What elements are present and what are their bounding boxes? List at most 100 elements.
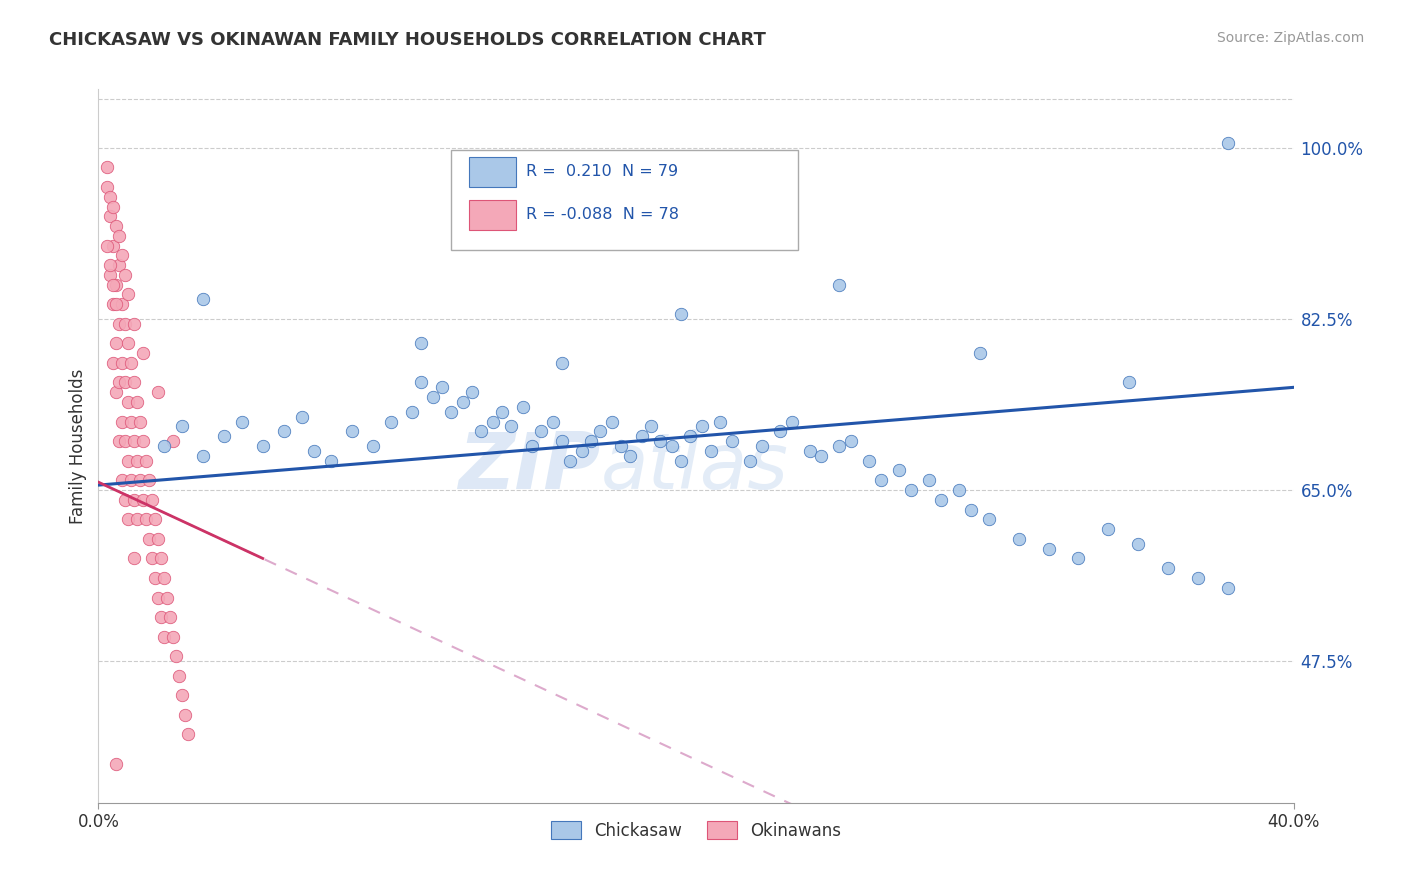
Point — [858, 453, 880, 467]
Point — [571, 443, 593, 458]
Text: R =  0.210  N = 79: R = 0.210 N = 79 — [526, 164, 678, 179]
Point — [103, 238, 125, 252]
Point — [117, 512, 139, 526]
Text: R = -0.088  N = 78: R = -0.088 N = 78 — [526, 207, 679, 222]
Point — [1038, 541, 1060, 556]
Point — [401, 405, 423, 419]
Point — [520, 439, 543, 453]
Point — [799, 443, 821, 458]
Point — [174, 707, 197, 722]
Point — [135, 453, 157, 467]
Point — [105, 336, 128, 351]
Point — [1067, 551, 1090, 566]
Point — [411, 376, 433, 390]
Point — [918, 473, 941, 487]
Point — [1187, 571, 1209, 585]
Point — [610, 439, 633, 453]
Point — [969, 346, 991, 360]
Point — [129, 415, 152, 429]
Point — [105, 297, 128, 311]
Point — [461, 385, 484, 400]
Point — [291, 409, 314, 424]
Point — [669, 453, 692, 467]
Point — [977, 512, 1000, 526]
Point — [948, 483, 970, 497]
Point — [541, 415, 564, 429]
Point — [148, 532, 170, 546]
Point — [828, 277, 851, 292]
Point — [721, 434, 744, 449]
Point — [172, 688, 194, 702]
Point — [98, 209, 122, 223]
Point — [117, 287, 139, 301]
Point — [105, 756, 128, 771]
Point — [124, 376, 146, 390]
Text: ZIP: ZIP — [458, 429, 600, 506]
Point — [153, 571, 176, 585]
Point — [640, 419, 662, 434]
Y-axis label: Family Households: Family Households — [69, 368, 87, 524]
Point — [411, 336, 433, 351]
Point — [430, 380, 453, 394]
Point — [124, 551, 146, 566]
Point — [321, 453, 343, 467]
Point — [1216, 136, 1239, 150]
Point — [96, 238, 118, 252]
Point — [103, 200, 125, 214]
Point — [114, 317, 136, 331]
Point — [141, 551, 163, 566]
Point — [143, 512, 166, 526]
Point — [96, 180, 118, 194]
Point — [114, 376, 136, 390]
Point — [1157, 561, 1180, 575]
Point — [103, 356, 125, 370]
Point — [669, 307, 692, 321]
Point — [828, 439, 851, 453]
Point — [124, 317, 146, 331]
Point — [482, 415, 505, 429]
Point — [273, 425, 295, 439]
Point — [619, 449, 641, 463]
Point — [162, 434, 184, 449]
Point — [212, 429, 235, 443]
Point — [129, 473, 152, 487]
Point — [132, 434, 155, 449]
Point — [117, 395, 139, 409]
Point — [451, 395, 474, 409]
Point — [231, 415, 253, 429]
Point — [550, 434, 572, 449]
Text: CHICKASAW VS OKINAWAN FAMILY HOUSEHOLDS CORRELATION CHART: CHICKASAW VS OKINAWAN FAMILY HOUSEHOLDS … — [49, 31, 766, 49]
Legend: Chickasaw, Okinawans: Chickasaw, Okinawans — [543, 814, 849, 848]
FancyBboxPatch shape — [470, 200, 516, 230]
Point — [550, 356, 572, 370]
Point — [124, 492, 146, 507]
Point — [165, 649, 187, 664]
Point — [98, 268, 122, 282]
Point — [499, 419, 522, 434]
Point — [114, 434, 136, 449]
Point — [491, 405, 513, 419]
Point — [143, 571, 166, 585]
Point — [1008, 532, 1031, 546]
Point — [117, 453, 139, 467]
Point — [120, 415, 142, 429]
Point — [1118, 376, 1140, 390]
Point — [162, 630, 184, 644]
Point — [751, 439, 773, 453]
Point — [114, 492, 136, 507]
Point — [738, 453, 761, 467]
Point — [167, 669, 190, 683]
Point — [117, 336, 139, 351]
Point — [127, 453, 149, 467]
Point — [138, 473, 160, 487]
Point — [631, 429, 654, 443]
Point — [191, 449, 214, 463]
Point — [661, 439, 683, 453]
Point — [127, 512, 149, 526]
Point — [159, 610, 181, 624]
Point — [422, 390, 444, 404]
Point — [153, 439, 176, 453]
Point — [650, 434, 672, 449]
Point — [690, 419, 713, 434]
Point — [700, 443, 723, 458]
